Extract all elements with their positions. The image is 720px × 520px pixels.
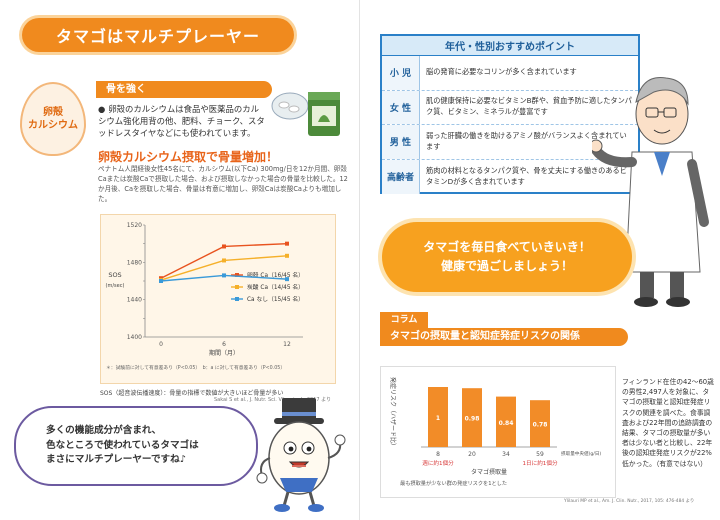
data-point	[222, 273, 226, 278]
risk-note: 最も摂取量が少ない群の発症リスクを1とした	[400, 481, 508, 487]
calcium-headline: 卵殻カルシウム摂取で骨量増加！	[98, 150, 279, 164]
x-tick-label: 12	[283, 341, 291, 348]
message-line-2: 健康で過ごしましょう！	[440, 259, 573, 273]
right-note: 1日に約1個分	[522, 459, 557, 467]
y-tick-label: 1480	[127, 259, 142, 266]
speech-line-2: 色なところで使われているタマゴは	[46, 439, 199, 451]
speech-bubble: 多くの機能成分が含まれ、 色なところで使われているタマゴは まさにマルチプレーヤ…	[14, 406, 258, 486]
recommendation-title: 年代・性別おすすめポイント	[382, 36, 638, 56]
y-axis-label: 発症リスク（ハザード比）	[389, 377, 397, 449]
y-tick-label: 1520	[127, 222, 142, 229]
data-point	[222, 258, 226, 263]
y-axis-label: SOS	[108, 271, 121, 279]
data-point	[159, 279, 163, 283]
legend-marker	[235, 285, 239, 289]
bullet-text: 卵殻のカルシウムは食品や医薬品のカルシウム強化用背の他、肥料、チョーク、スタッド…	[98, 104, 265, 139]
category-label: 8	[436, 451, 440, 458]
bar-value-label: 1	[436, 415, 440, 422]
risk-bar	[462, 388, 482, 447]
legend-marker	[235, 273, 239, 277]
rec-row-children: 小 児 脳の発育に必要なコリンが多く含まれています	[382, 56, 638, 91]
rec-text: 弱った肝臓の働きを助けるアミノ酸がバランスよく含まれています	[426, 130, 627, 151]
rec-row-women: 女 性 肌の健康保持に必要なビタミンB群や、貧血予防に適したタンパク質、ビタミン…	[382, 90, 638, 125]
chart-caption: SOS（超音波伝播速度）：骨量の指標で数値が大きいほど骨量が多い	[100, 390, 284, 397]
badge-line-1: 卵殻	[43, 107, 63, 118]
rec-text: 肌の健康保持に必要なビタミンB群や、貧血予防に適したタンパク質、ビタミン、ミネラ…	[426, 96, 632, 117]
risk-bar	[428, 387, 448, 447]
category-label: 20	[468, 451, 476, 458]
column-title: タマゴの摂取量と認知症発症リスクの関係	[380, 328, 628, 346]
rec-label: 男 性	[382, 125, 420, 159]
y-axis-unit: (m/sec)	[106, 283, 125, 289]
legend-label: 卵殻 Ca（16/45 名）	[247, 271, 304, 279]
legend-marker	[235, 297, 239, 301]
eggshell-calcium-badge: 卵殻 カルシウム	[20, 82, 86, 156]
data-point	[285, 241, 289, 246]
rec-text: 脳の発育に必要なコリンが多く含まれています	[426, 67, 577, 77]
page-title-banner: タマゴはマルチプレーヤー	[22, 18, 294, 52]
recommendation-box: 年代・性別おすすめポイント 小 児 脳の発育に必要なコリンが多く含まれています …	[380, 34, 640, 194]
left-page: タマゴはマルチプレーヤー 卵殻 カルシウム 骨を強く ● 卵殻のカルシウムは食品や…	[14, 0, 360, 520]
column-tag: コラム	[380, 312, 428, 328]
legend-label: 炭酸 Ca（14/45 名）	[247, 283, 304, 291]
section-title: 骨を強く	[96, 81, 272, 98]
risk-bar	[530, 400, 550, 447]
bar-value-label: 0.78	[533, 422, 548, 429]
bone-density-chart-svg: 1400 1440 1480 1520 0 6 12 期間（月） SOS (m/sec) 卵殻 Ca…	[106, 222, 304, 357]
message-bubble: タマゴを毎日食べていきいき！ 健康で過ごしましょう！	[382, 222, 632, 292]
x-axis-label: タマゴ摂取量	[471, 468, 507, 476]
supplement-image	[271, 92, 340, 136]
chart-source: Sakai S et al., J. Nutr. Sci. Vitaminol.…	[214, 397, 332, 403]
category-label: 34	[502, 451, 510, 458]
bullet-icon: ●	[98, 104, 106, 114]
finland-source: Ylilauri MP et al., Am. J. Clin. Nutr., …	[564, 499, 695, 504]
rec-row-men: 男 性 弱った肝臓の働きを助けるアミノ酸がバランスよく含まれています	[382, 125, 638, 160]
finland-study-text: フィンランド在住の42〜60歳の男性2,497人を対象に、タマゴの摂取量と認知症…	[622, 378, 714, 468]
message-line-1: タマゴを毎日食べていきいき！	[423, 239, 591, 254]
badge-line-2: カルシウム	[28, 120, 78, 131]
unit-label: 摂取量中央値(g/日)	[561, 450, 601, 457]
chart-footnote: ＊：試験前に対して有意差あり（P<0.05） b：a に対して有意差あり（P<0…	[106, 366, 286, 371]
bullet-paragraph: ● 卵殻のカルシウムは食品や医薬品のカルシウム強化用背の他、肥料、チョーク、スタッ…	[98, 103, 266, 140]
y-tick-label: 1440	[127, 297, 142, 304]
bar-value-label: 0.98	[465, 416, 480, 423]
study-description: ペナトム人閉経後女性45名にて、カルシウム(以下Ca) 300mg/日を12か月…	[98, 165, 348, 203]
data-point	[285, 253, 289, 258]
risk-bar	[496, 396, 516, 447]
y-tick-label: 1400	[127, 334, 142, 341]
x-tick-label: 0	[159, 341, 163, 348]
dementia-risk-chart: 発症リスク（ハザード比） 1 8 0.98 20 0.84 34 0.78 59 週に約1個分 1日…	[380, 366, 616, 498]
doctor-illustration	[592, 77, 709, 307]
rec-text: 筋肉の材料となるタンパク質や、骨を丈夫にする働きのあるビタミンDが多く含まれてい…	[426, 165, 627, 186]
rec-label: 小 児	[382, 56, 420, 90]
bone-density-chart: 1400 1440 1480 1520 0 6 12 期間（月） SOS (m/sec) 卵殻 Ca…	[100, 214, 336, 384]
data-point	[285, 277, 289, 282]
page-title: タマゴはマルチプレーヤー	[55, 27, 260, 46]
rec-label: 高齢者	[382, 159, 420, 194]
data-point	[222, 244, 226, 249]
right-page: 年代・性別おすすめポイント 小 児 脳の発育に必要なコリンが多く含まれています …	[360, 0, 720, 520]
category-label: 59	[536, 451, 544, 458]
rec-label: 女 性	[382, 90, 420, 124]
dementia-risk-chart-svg: 発症リスク（ハザード比） 1 8 0.98 20 0.84 34 0.78 59 週に約1個分 1日…	[389, 377, 601, 476]
legend-label: Ca なし（15/45 名）	[247, 295, 304, 303]
left-note: 週に約1個分	[422, 459, 454, 467]
rec-row-elderly: 高齢者 筋肉の材料となるタンパク質や、骨を丈夫にする働きのあるビタミンDが多く含…	[382, 159, 638, 194]
bar-value-label: 0.84	[499, 420, 514, 427]
egg-mascot-illustration	[256, 398, 346, 512]
speech-line-1: 多くの機能成分が含まれ、	[46, 424, 162, 436]
x-tick-label: 6	[222, 341, 226, 348]
x-axis-label: 期間（月）	[209, 349, 239, 357]
speech-line-3: まさにマルチプレーヤーですね♪	[46, 454, 186, 466]
